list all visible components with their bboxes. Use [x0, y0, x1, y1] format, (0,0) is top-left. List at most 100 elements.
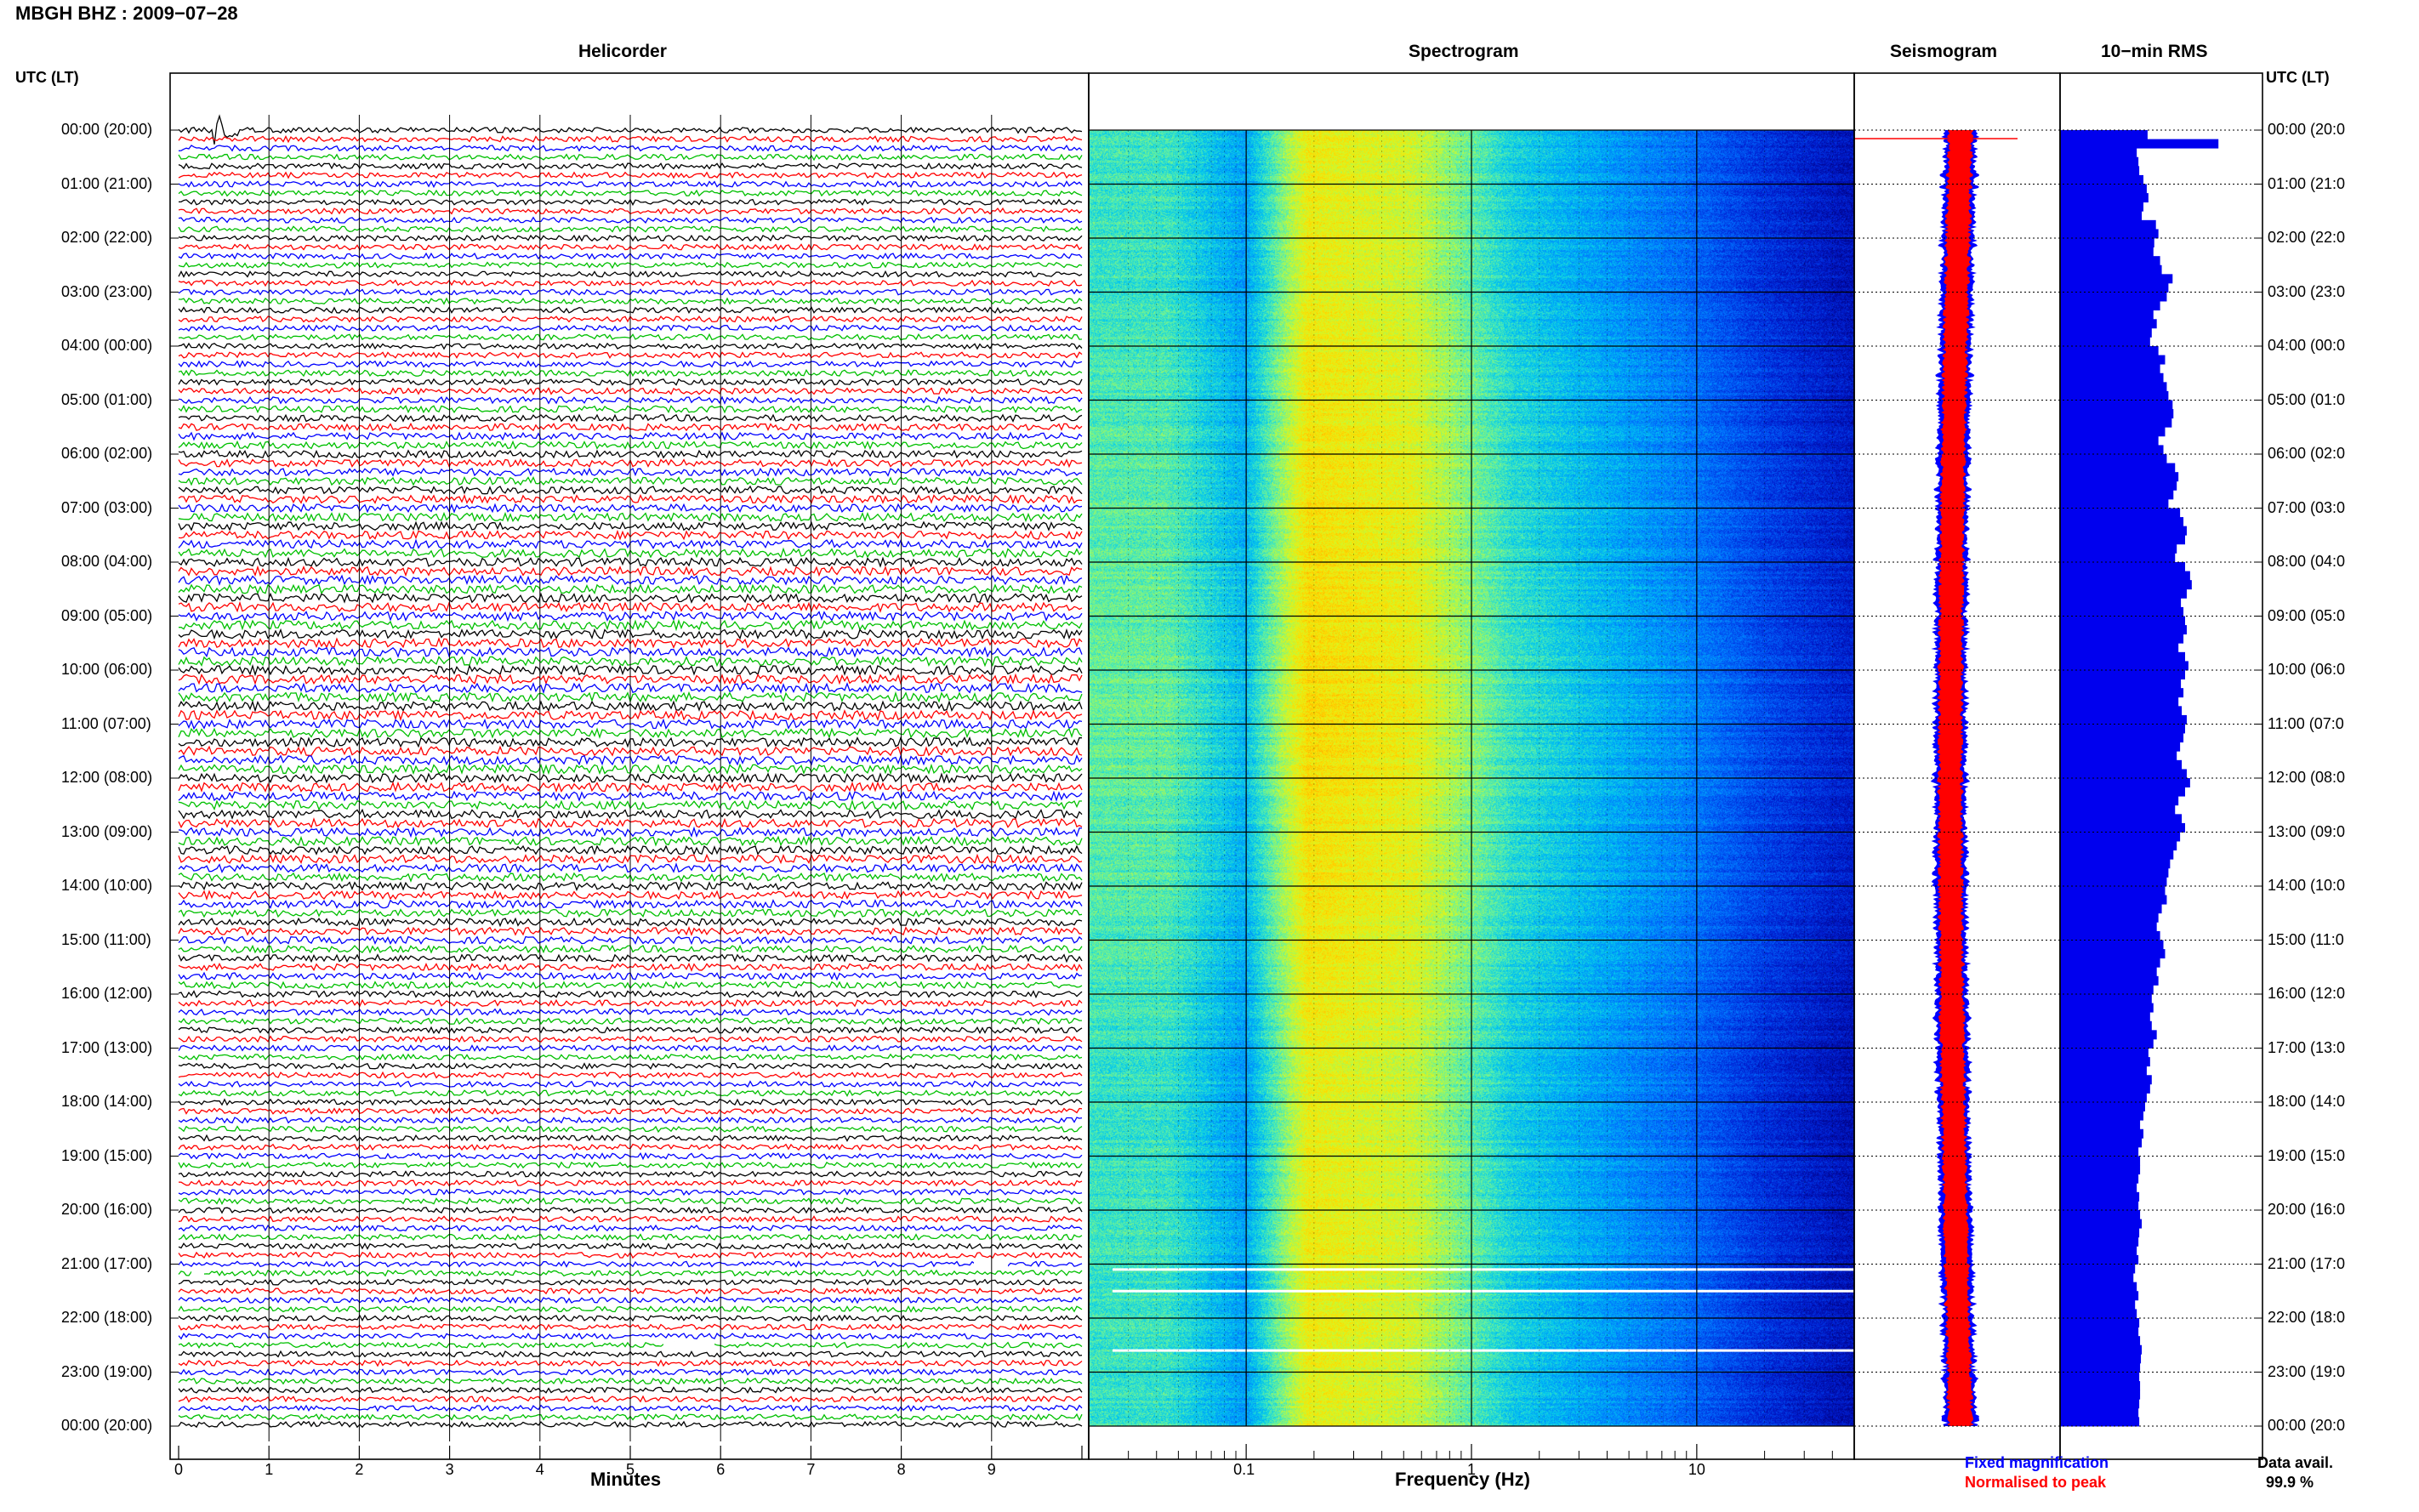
rms-bar — [2060, 1174, 2139, 1184]
time-label-right-12: 12:00 (08:0 — [2268, 769, 2346, 786]
rms-bar — [2060, 472, 2179, 482]
rms-bar — [2060, 292, 2167, 302]
rms-bar — [2060, 714, 2187, 725]
rms-bar — [2060, 445, 2164, 455]
time-label-left-23: 23:00 (19:00) — [61, 1362, 153, 1380]
rms-bar — [2060, 922, 2157, 932]
rms-bar — [2060, 1120, 2141, 1130]
rms-bar — [2060, 769, 2187, 779]
frequency-axis-label: Frequency (Hz) — [1395, 1469, 1530, 1490]
rms-bar — [2060, 1083, 2150, 1094]
rms-bar — [2060, 1228, 2140, 1238]
rms-bar — [2060, 598, 2182, 608]
rms-bar — [2060, 1318, 2140, 1327]
time-label-right-21: 21:00 (17:0 — [2268, 1254, 2346, 1272]
panel-title-rms: 10−min RMS — [2101, 42, 2208, 61]
rms-bar — [2060, 364, 2160, 374]
seismogram-trace — [1854, 130, 2018, 1426]
rms-bar — [2060, 985, 2154, 995]
minute-tick-label: 5 — [626, 1461, 635, 1478]
rms-bar — [2060, 912, 2159, 923]
rms-bar — [2060, 1003, 2154, 1013]
time-label-left-16: 16:00 (12:00) — [61, 985, 153, 1002]
rms-bar — [2060, 1390, 2141, 1400]
rms-bar — [2060, 1066, 2147, 1076]
data-availability-label: Data avail. — [2257, 1454, 2334, 1471]
rms-bar — [2060, 787, 2185, 797]
minute-tick-label: 6 — [716, 1461, 726, 1478]
spectrogram-gap-1 — [1113, 1289, 1854, 1293]
time-label-left-14: 14:00 (10:00) — [61, 877, 153, 894]
rms-bar — [2060, 1183, 2137, 1193]
time-label-left-12: 12:00 (08:00) — [61, 769, 153, 786]
rms-bar — [2060, 1156, 2141, 1166]
rms-bar — [2060, 651, 2185, 662]
rms-bar — [2060, 832, 2181, 842]
rms-bar — [2060, 580, 2192, 590]
rms-bar — [2060, 841, 2177, 851]
hour-gridlines — [170, 129, 2262, 1427]
time-label-right-5: 05:00 (01:0 — [2268, 390, 2346, 408]
rms-bar — [2060, 1048, 2149, 1058]
frequency-tick-label: 0.1 — [1233, 1461, 1255, 1478]
rms-bar — [2060, 427, 2166, 437]
time-label-right-2: 02:00 (22:0 — [2268, 229, 2346, 246]
rms-bar — [2060, 229, 2159, 239]
rms-bar — [2060, 1093, 2147, 1103]
time-label-right-0: 00:00 (20:0 — [2268, 121, 2346, 138]
rms-bar — [2060, 498, 2169, 509]
rms-bar — [2060, 553, 2176, 563]
rms-bar — [2060, 148, 2137, 158]
rms-bar — [2060, 994, 2152, 1003]
rms-bar — [2060, 1038, 2154, 1049]
seismogram-normalised — [1937, 130, 1974, 1426]
time-label-left-2: 02:00 (22:00) — [61, 229, 153, 246]
rms-bar — [2060, 1102, 2145, 1111]
minute-tick-label: 3 — [445, 1461, 454, 1478]
rms-bar — [2060, 1399, 2140, 1409]
rms-bar — [2060, 1354, 2142, 1364]
rms-bar — [2060, 535, 2185, 545]
time-label-right-6: 06:00 (02:0 — [2268, 445, 2346, 462]
rms-bar — [2060, 372, 2164, 383]
data-availability-value: 99.9 % — [2266, 1474, 2314, 1491]
rms-bar — [2060, 895, 2167, 905]
rms-bar — [2060, 625, 2187, 635]
time-label-right-20: 20:00 (16:0 — [2268, 1201, 2346, 1218]
rms-bar — [2060, 1246, 2137, 1256]
rms-bar — [2060, 1057, 2150, 1067]
rms-bar — [2060, 886, 2166, 895]
rms-bar — [2060, 435, 2159, 446]
minute-tick-label: 2 — [355, 1461, 364, 1478]
rms-bar — [2060, 904, 2162, 914]
rms-bar — [2060, 975, 2159, 986]
time-label-right-14: 14:00 (10:0 — [2268, 877, 2346, 894]
spectrogram-gap-0 — [1113, 1268, 1854, 1271]
rms-bar — [2060, 588, 2187, 599]
rms-bar — [2060, 156, 2139, 167]
rms-bar — [2060, 724, 2185, 734]
rms-bar — [2060, 264, 2162, 275]
time-label-right-3: 03:00 (23:0 — [2268, 282, 2346, 300]
rms-bar — [2060, 508, 2181, 518]
rms-bar — [2060, 1407, 2139, 1418]
frequency-tick-label: 10 — [1688, 1461, 1705, 1478]
time-label-left-7: 07:00 (03:00) — [61, 498, 153, 516]
rms-bar — [2060, 526, 2187, 536]
utc-label-left: UTC (LT) — [15, 69, 79, 86]
rms-bar — [2060, 696, 2179, 707]
rms-bar — [2060, 1128, 2143, 1139]
minutes-axis-label: Minutes — [590, 1469, 662, 1490]
rms-bar — [2060, 562, 2185, 571]
rms-bar — [2060, 463, 2176, 473]
time-label-right-9: 09:00 (05:0 — [2268, 606, 2346, 624]
time-label-left-5: 05:00 (01:00) — [61, 390, 153, 408]
rms-bar — [2060, 706, 2183, 716]
rms-bar — [2060, 796, 2179, 806]
time-label-left-24: 00:00 (20:00) — [61, 1417, 153, 1434]
rms-bar — [2060, 166, 2140, 176]
time-label-left-19: 19:00 (15:00) — [61, 1146, 153, 1164]
time-label-right-13: 13:00 (09:0 — [2268, 822, 2346, 840]
time-label-left-18: 18:00 (14:00) — [61, 1093, 153, 1110]
rms-bar — [2060, 742, 2181, 752]
